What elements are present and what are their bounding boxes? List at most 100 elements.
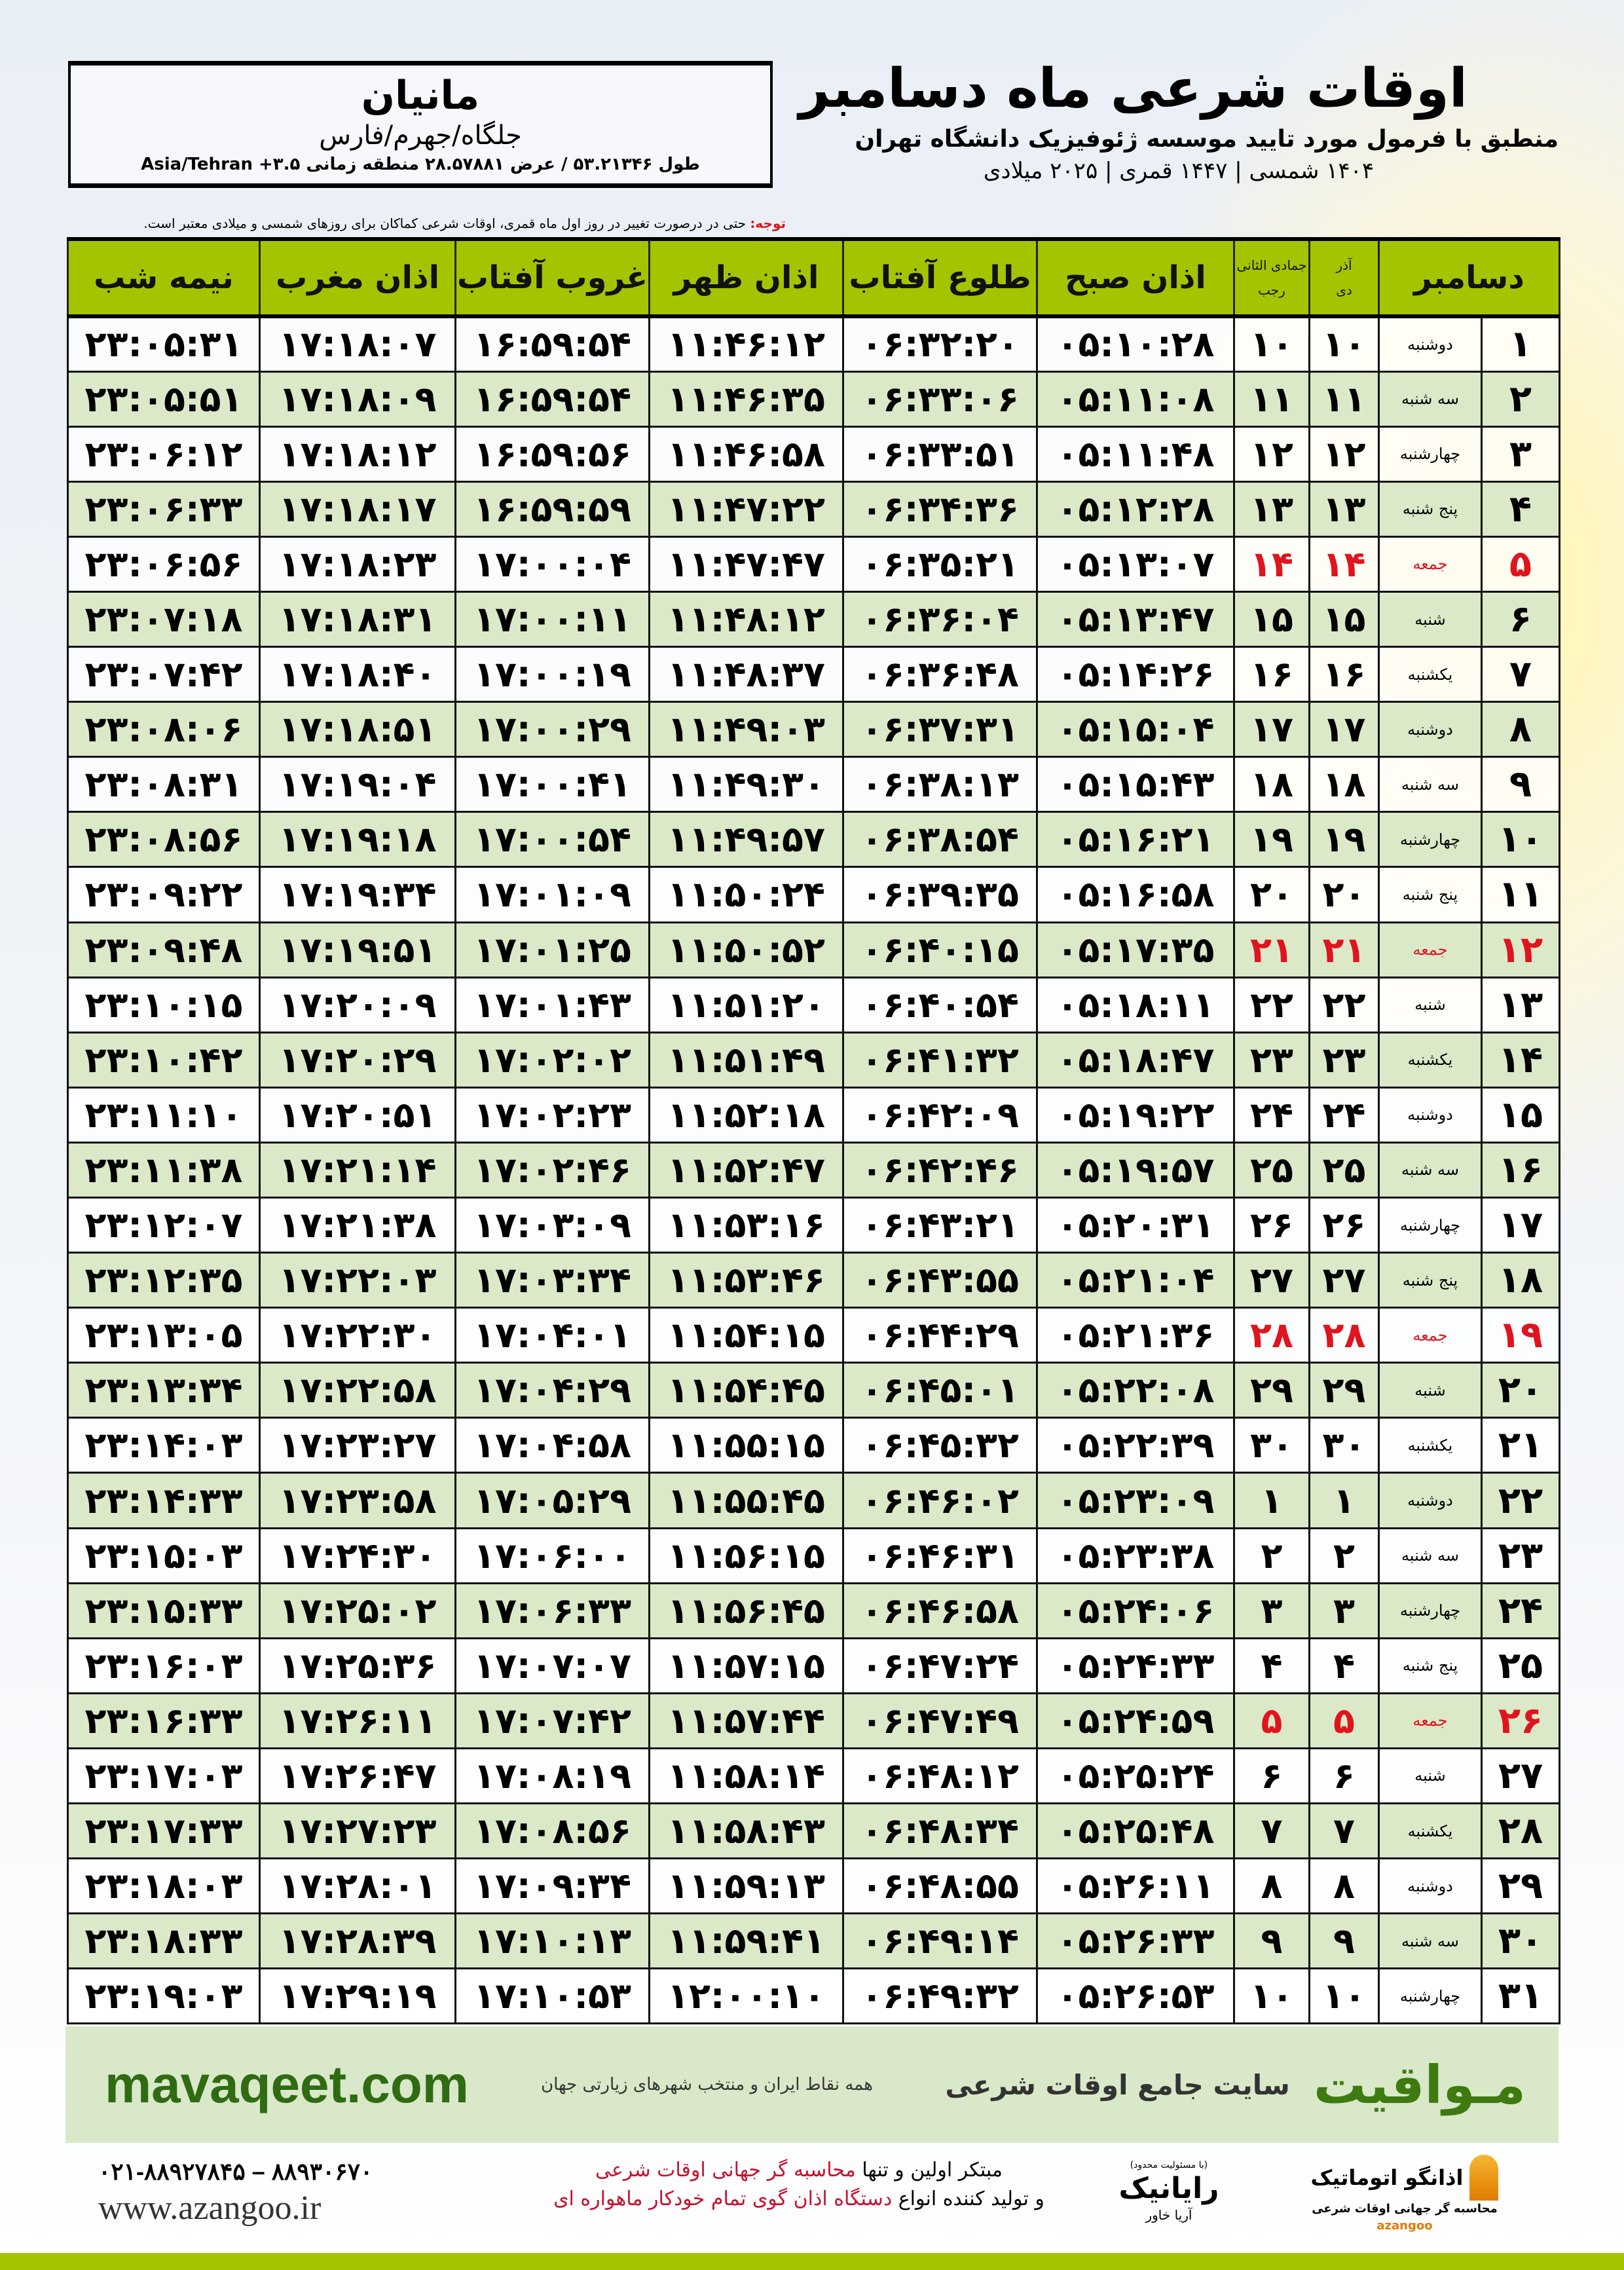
dey-day: ۱۲: [1308, 425, 1380, 483]
maghrib-time: ۱۷:۲۸:۰۱: [259, 1857, 456, 1915]
azangoo-name: اذانگو اتوماتیک: [1310, 2165, 1464, 2190]
sunset-time: ۱۷:۰۲:۰۲: [454, 1031, 650, 1088]
maghrib-time: ۱۷:۱۸:۰۷: [259, 315, 456, 373]
dhuhr-time: ۱۱:۵۹:۱۳: [648, 1857, 844, 1915]
bottom-bar: [0, 2253, 1624, 2270]
table-row: ۲ سه شنبه ۱۱ ۱۱ ۰۵:۱۱:۰۸ ۰۶:۳۳:۰۶ ۱۱:۴۶:۳۵ ۱۶:۵…: [67, 370, 1560, 428]
table-row: ۱ دوشنبه ۱۰ ۱۰ ۰۵:۱۰:۲۸ ۰۶:۳۲:۲۰ ۱۱:۴۶:۱۲ ۱۶:۵۹…: [67, 315, 1560, 373]
sunrise-time: ۰۶:۴۳:۵۵: [842, 1252, 1038, 1309]
fajr-time: ۰۵:۱۱:۰۸: [1036, 370, 1235, 428]
dey-day: ۹: [1308, 1912, 1380, 1970]
day-number: ۱۳: [1481, 976, 1560, 1033]
dhuhr-time: ۱۱:۵۲:۴۷: [648, 1141, 844, 1199]
maghrib-time: ۱۷:۱۸:۳۱: [259, 590, 456, 648]
dey-day: ۷: [1308, 1802, 1380, 1860]
mavaqeet-url[interactable]: mavaqeet.com: [105, 2055, 469, 2113]
sunset-time: ۱۷:۰۰:۱۱: [454, 590, 650, 648]
fajr-time: ۰۵:۲۳:۰۹: [1036, 1472, 1235, 1529]
rajab-day: ۳: [1233, 1582, 1310, 1639]
fajr-time: ۰۵:۱۱:۴۸: [1036, 425, 1235, 483]
dhuhr-time: ۱۱:۵۴:۱۵: [648, 1307, 844, 1364]
midnight-time: ۲۳:۱۴:۳۳: [67, 1472, 261, 1529]
table-row: ۲۱ یکشنبه ۳۰ ۳۰ ۰۵:۲۲:۳۹ ۰۶:۴۵:۳۲ ۱۱:۵۵:۱۵ ۱۷:۰…: [67, 1417, 1560, 1474]
dhuhr-time: ۱۱:۴۸:۳۷: [648, 646, 844, 703]
sunrise-time: ۰۶:۳۷:۳۱: [842, 701, 1038, 758]
day-number: ۱۸: [1481, 1252, 1560, 1309]
mavaqeet-description: سایت جامع اوقات شرعی: [945, 2068, 1290, 2101]
day-number: ۹: [1481, 756, 1560, 813]
midnight-time: ۲۳:۱۵:۳۳: [67, 1582, 261, 1639]
rajab-day: ۱۰: [1233, 315, 1310, 373]
day-number: ۲۷: [1481, 1747, 1560, 1805]
dhuhr-time: ۱۱:۵۹:۴۱: [648, 1912, 844, 1970]
maghrib-time: ۱۷:۱۸:۲۳: [259, 535, 456, 593]
dhuhr-time: ۱۱:۴۹:۵۷: [648, 811, 844, 868]
fajr-time: ۰۵:۲۲:۰۸: [1036, 1362, 1235, 1419]
midnight-time: ۲۳:۱۲:۰۷: [67, 1196, 261, 1254]
dhuhr-time: ۱۱:۴۷:۴۷: [648, 535, 844, 593]
rajab-day: ۹: [1233, 1912, 1310, 1970]
dey-day: ۱۷: [1308, 701, 1380, 758]
fajr-time: ۰۵:۲۶:۵۳: [1036, 1967, 1235, 2025]
day-number: ۸: [1481, 701, 1560, 758]
sunset-time: ۱۷:۰۷:۴۲: [454, 1692, 650, 1749]
dey-day: ۲: [1308, 1527, 1380, 1584]
dey-day: ۱: [1308, 1472, 1380, 1529]
weekday: سه شنبه: [1378, 756, 1483, 813]
note: توجه: حتی در درصورت تغییر در روز اول ماه…: [65, 214, 786, 233]
midnight-time: ۲۳:۰۹:۴۸: [67, 921, 261, 978]
weekday: پنج شنبه: [1378, 480, 1483, 538]
dhuhr-time: ۱۱:۵۶:۱۵: [648, 1527, 844, 1584]
table-row: ۲۹ دوشنبه ۸ ۸ ۰۵:۲۶:۱۱ ۰۶:۴۸:۵۵ ۱۱:۵۹:۱۳ ۱۷:۰۹:…: [67, 1857, 1560, 1915]
midnight-time: ۲۳:۱۷:۳۳: [67, 1802, 261, 1860]
day-number: ۱۶: [1481, 1141, 1560, 1199]
sunrise-time: ۰۶:۴۶:۳۱: [842, 1527, 1038, 1584]
sunrise-time: ۰۶:۳۶:۰۴: [842, 590, 1038, 648]
dhuhr-time: ۱۱:۵۳:۴۶: [648, 1252, 844, 1309]
header-dey-label: دی: [1336, 282, 1352, 298]
sunset-time: ۱۷:۰۰:۲۹: [454, 701, 650, 758]
azangoo-url[interactable]: www.azangoo.ir: [98, 2189, 322, 2227]
fajr-time: ۰۵:۱۲:۲۸: [1036, 480, 1235, 538]
location-name: مانیان: [361, 73, 480, 119]
dey-day: ۲۰: [1308, 866, 1380, 923]
sunset-time: ۱۷:۰۵:۲۹: [454, 1472, 650, 1529]
dhuhr-time: ۱۱:۵۱:۲۰: [648, 976, 844, 1033]
dhuhr-time: ۱۱:۵۸:۴۳: [648, 1802, 844, 1860]
header-fajr: اذان صبح: [1036, 237, 1235, 318]
maghrib-time: ۱۷:۲۶:۴۷: [259, 1747, 456, 1805]
day-number: ۵: [1481, 535, 1560, 593]
weekday: دوشنبه: [1378, 315, 1483, 373]
sunset-time: ۱۷:۰۱:۲۵: [454, 921, 650, 978]
sunrise-time: ۰۶:۳۸:۱۳: [842, 756, 1038, 813]
fajr-time: ۰۵:۲۵:۲۴: [1036, 1747, 1235, 1805]
dey-day: ۱۱: [1308, 370, 1380, 428]
promo-line1-a: مبتکر اولین و تنها: [855, 2159, 1003, 2182]
phone-numbers: ۰۲۱-۸۸۹۲۷۸۴۵ – ۸۸۹۳۰۶۷۰: [98, 2158, 373, 2185]
sunset-time: ۱۷:۰۹:۳۴: [454, 1857, 650, 1915]
weekday: دوشنبه: [1378, 1857, 1483, 1915]
table-row: ۸ دوشنبه ۱۷ ۱۷ ۰۵:۱۵:۰۴ ۰۶:۳۷:۳۱ ۱۱:۴۹:۰۳ ۱۷:۰۰…: [67, 701, 1560, 758]
dhuhr-time: ۱۱:۵۵:۴۵: [648, 1472, 844, 1529]
weekday: جمعه: [1378, 535, 1483, 593]
sunrise-time: ۰۶:۴۶:۰۲: [842, 1472, 1038, 1529]
fajr-time: ۰۵:۱۵:۴۳: [1036, 756, 1235, 813]
table-header: دسامبر آذر دی جمادی الثانی رجب اذان صبح طل…: [67, 237, 1560, 318]
sunrise-time: ۰۶:۳۳:۰۶: [842, 370, 1038, 428]
day-number: ۲۵: [1481, 1637, 1560, 1694]
day-number: ۱۷: [1481, 1196, 1560, 1254]
day-number: ۶: [1481, 590, 1560, 648]
weekday: سه شنبه: [1378, 1912, 1483, 1970]
sunrise-time: ۰۶:۴۹:۳۲: [842, 1967, 1038, 2025]
weekday: شنبه: [1378, 1362, 1483, 1419]
weekday: یکشنبه: [1378, 646, 1483, 703]
rayanik-name: رایانیک: [1118, 2172, 1219, 2205]
sunrise-time: ۰۶:۴۲:۴۶: [842, 1141, 1038, 1199]
sunrise-time: ۰۶:۴۳:۲۱: [842, 1196, 1038, 1254]
header-dey: آذر دی: [1308, 237, 1380, 318]
maghrib-time: ۱۷:۲۰:۵۱: [259, 1086, 456, 1144]
dey-day: ۲۸: [1308, 1307, 1380, 1364]
day-number: ۳۱: [1481, 1967, 1560, 2025]
maghrib-time: ۱۷:۲۸:۳۹: [259, 1912, 456, 1970]
dey-day: ۱۰: [1308, 315, 1380, 373]
